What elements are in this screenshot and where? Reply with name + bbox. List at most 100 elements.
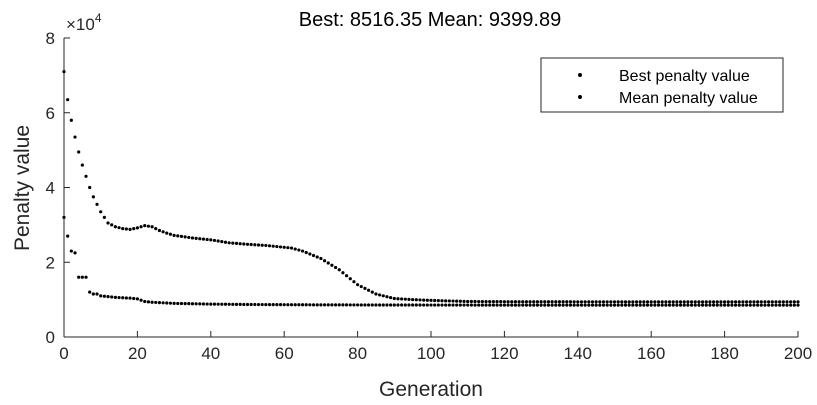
data-point-best bbox=[132, 296, 136, 301]
data-point-best bbox=[539, 303, 543, 307]
data-point-mean bbox=[95, 202, 99, 206]
data-point-mean bbox=[609, 300, 613, 304]
data-point-best bbox=[271, 303, 275, 307]
data-point-mean bbox=[304, 250, 308, 255]
data-point-best bbox=[253, 302, 257, 307]
data-point-mean bbox=[576, 300, 580, 304]
data-point-best bbox=[477, 303, 481, 307]
data-point-mean bbox=[642, 300, 646, 304]
data-point-mean bbox=[278, 245, 283, 249]
data-point-best bbox=[172, 301, 176, 305]
data-point-best bbox=[205, 302, 209, 306]
data-point-best bbox=[532, 303, 536, 307]
data-point-best bbox=[785, 303, 789, 307]
data-point-best bbox=[612, 303, 617, 307]
data-point-mean bbox=[796, 300, 800, 304]
data-point-mean bbox=[734, 300, 738, 304]
data-point-mean bbox=[322, 259, 327, 263]
data-point-best bbox=[510, 303, 514, 307]
data-point-best bbox=[289, 303, 294, 307]
x-tick-label: 100 bbox=[417, 344, 445, 363]
data-point-mean bbox=[80, 163, 84, 167]
data-point-best bbox=[715, 303, 719, 307]
data-point-best bbox=[187, 302, 191, 306]
data-point-best bbox=[774, 303, 778, 307]
data-point-best bbox=[653, 303, 657, 307]
data-point-mean bbox=[425, 298, 429, 302]
data-point-mean bbox=[605, 300, 609, 304]
data-point-best bbox=[198, 302, 202, 306]
data-point-best bbox=[620, 303, 624, 307]
data-point-best bbox=[546, 303, 551, 307]
data-point-best bbox=[554, 303, 558, 307]
y-tick-label: 8 bbox=[46, 29, 55, 48]
data-point-mean bbox=[249, 242, 253, 247]
data-point-mean bbox=[620, 300, 624, 304]
data-point-best bbox=[682, 303, 686, 307]
data-point-mean bbox=[289, 246, 294, 250]
data-point-best bbox=[300, 303, 305, 307]
data-point-best bbox=[557, 303, 562, 307]
data-point-best bbox=[565, 303, 569, 307]
data-point-mean bbox=[392, 296, 396, 301]
data-point-best bbox=[168, 301, 173, 305]
data-point-best bbox=[157, 301, 162, 305]
y-tick-label: 6 bbox=[46, 104, 55, 123]
data-point-mean bbox=[242, 242, 246, 246]
y-tick-label: 2 bbox=[46, 253, 55, 272]
data-point-best bbox=[418, 303, 422, 307]
data-point-mean bbox=[598, 300, 602, 304]
data-point-best bbox=[234, 302, 239, 306]
data-point-best bbox=[499, 303, 503, 307]
data-point-best bbox=[667, 303, 672, 307]
data-point-best bbox=[88, 290, 92, 294]
data-point-mean bbox=[638, 300, 642, 304]
data-point-mean bbox=[293, 247, 297, 251]
data-point-best bbox=[447, 303, 451, 307]
data-point-best bbox=[429, 303, 433, 307]
data-point-best bbox=[278, 303, 283, 307]
y-axis-title: Penalty value bbox=[11, 125, 34, 251]
data-point-best bbox=[700, 303, 705, 307]
data-point-mean bbox=[418, 298, 422, 302]
data-point-mean bbox=[781, 300, 785, 304]
data-point-best bbox=[524, 303, 529, 307]
y-exponent-label: ×104 bbox=[66, 11, 102, 34]
data-point-best bbox=[179, 301, 184, 306]
data-point-mean bbox=[704, 300, 708, 304]
data-point-best bbox=[741, 303, 745, 307]
data-point-mean bbox=[590, 300, 595, 304]
series-best bbox=[62, 215, 800, 307]
data-point-best bbox=[737, 303, 741, 307]
data-point-best bbox=[139, 298, 143, 302]
data-point-best bbox=[322, 303, 327, 307]
data-point-best bbox=[367, 303, 371, 307]
data-point-best bbox=[708, 303, 712, 307]
data-point-best bbox=[389, 303, 393, 307]
data-point-best bbox=[293, 303, 297, 307]
data-point-best bbox=[99, 294, 103, 298]
data-point-mean bbox=[477, 299, 481, 304]
data-point-mean bbox=[543, 300, 547, 304]
data-point-best bbox=[763, 303, 767, 307]
data-point-best bbox=[455, 303, 459, 307]
data-point-mean bbox=[117, 226, 121, 230]
data-point-best bbox=[745, 303, 749, 307]
data-point-mean bbox=[748, 300, 752, 304]
data-point-mean bbox=[113, 225, 117, 229]
data-point-best bbox=[587, 303, 591, 307]
data-point-mean bbox=[220, 240, 224, 244]
data-point-best bbox=[183, 301, 187, 306]
data-point-mean bbox=[528, 300, 532, 304]
data-point-best bbox=[238, 302, 242, 307]
data-point-mean bbox=[352, 280, 356, 284]
x-tick-label: 140 bbox=[564, 344, 592, 363]
x-tick-label: 0 bbox=[59, 344, 68, 363]
data-point-best bbox=[778, 303, 782, 307]
data-point-best bbox=[150, 300, 154, 304]
data-point-mean bbox=[300, 249, 305, 253]
data-point-mean bbox=[587, 300, 591, 304]
data-point-mean bbox=[139, 225, 143, 229]
series-mean bbox=[62, 70, 800, 304]
